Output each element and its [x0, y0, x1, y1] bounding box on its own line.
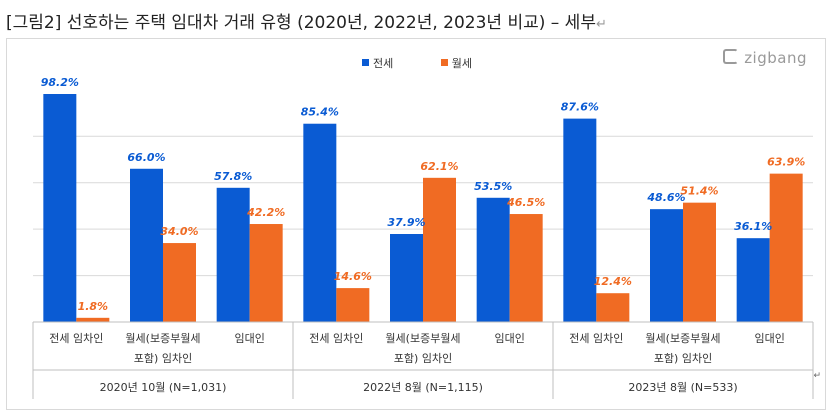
data-label-wolse: 46.5%: [506, 196, 545, 209]
category-label: 임대인: [754, 332, 784, 345]
bar-wolse: [76, 317, 110, 322]
category-label: 임대인: [494, 332, 524, 345]
bar-wolse: [423, 177, 456, 322]
group-label: 2020년 10월 (N=1,031): [100, 381, 227, 394]
legend-label-jeonse: 전세: [373, 57, 394, 70]
logo-text: zigbang: [744, 49, 807, 67]
zigbang-logo: zigbang: [723, 49, 807, 67]
data-label-jeonse: 48.6%: [646, 191, 685, 204]
bar-wolse: [336, 288, 370, 322]
legend-item-wolse: 월세: [440, 55, 472, 71]
category-label: 임대인: [234, 332, 264, 345]
category-label: 포함) 임차인: [134, 352, 192, 365]
data-label-wolse: 63.9%: [767, 156, 805, 169]
data-label-jeonse: 57.8%: [214, 170, 252, 183]
bar-jeonse: [390, 234, 423, 322]
bar-jeonse: [130, 168, 163, 322]
document-title-text: [그림2] 선호하는 주택 임대차 거래 유형 (2020년, 2022년, 2…: [6, 13, 596, 33]
side-mark: ↵: [813, 371, 821, 381]
group-label: 2023년 8월 (N=533): [628, 381, 737, 394]
data-label-wolse: 51.4%: [680, 185, 718, 198]
chart-legend: 전세 월세: [362, 55, 516, 71]
category-label: 월세(보증부월세: [385, 332, 460, 345]
bar-wolse: [163, 243, 196, 322]
legend-label-wolse: 월세: [451, 57, 472, 70]
category-label: 전세 임차인: [569, 332, 623, 345]
bar-jeonse: [43, 94, 77, 322]
bar-wolse: [596, 293, 630, 322]
document-title: [그림2] 선호하는 주택 임대차 거래 유형 (2020년, 2022년, 2…: [6, 8, 607, 33]
bar-jeonse: [476, 197, 510, 322]
data-label-jeonse: 53.5%: [474, 180, 512, 193]
group-label: 2022년 8월 (N=1,115): [363, 381, 483, 394]
bar-jeonse: [650, 209, 683, 322]
data-label-jeonse: 85.4%: [301, 106, 339, 119]
data-label-wolse: 14.6%: [334, 270, 372, 283]
category-label: 포함) 임차인: [654, 352, 712, 365]
bar-jeonse: [736, 238, 770, 322]
data-label-wolse: 62.1%: [420, 160, 458, 173]
data-label-jeonse: 87.6%: [561, 101, 599, 114]
chart-frame: 전세 월세 zigbang 98.2% 1.8% 전세 임차인 66.0% 34.0% 월…: [6, 38, 826, 410]
bar-wolse: [769, 173, 803, 322]
category-label: 포함) 임차인: [394, 352, 452, 365]
bar-jeonse: [563, 118, 597, 323]
bar-wolse: [249, 224, 283, 322]
legend-swatch-jeonse: [362, 59, 369, 66]
data-label-jeonse: 36.1%: [734, 220, 772, 233]
data-label-wolse: 42.2%: [246, 206, 285, 219]
data-label-wolse: 1.8%: [78, 300, 109, 313]
data-label-jeonse: 66.0%: [127, 151, 165, 164]
bar-wolse: [683, 202, 716, 322]
category-label: 월세(보증부월세: [645, 332, 720, 345]
legend-swatch-wolse: [440, 59, 448, 66]
bar-wolse: [509, 214, 543, 322]
category-label: 전세 임차인: [49, 332, 103, 345]
data-label-wolse: 34.0%: [160, 225, 198, 238]
zigbang-logo-icon: [723, 49, 739, 64]
bar-jeonse: [303, 123, 337, 323]
data-label-jeonse: 98.2%: [41, 76, 79, 89]
paragraph-mark-icon: ↵: [595, 17, 607, 32]
legend-item-jeonse: 전세: [362, 55, 393, 71]
category-label: 전세 임차인: [309, 332, 363, 345]
data-label-jeonse: 37.9%: [387, 216, 425, 229]
data-label-wolse: 12.4%: [594, 275, 632, 288]
bar-jeonse: [216, 187, 250, 322]
category-label: 월세(보증부월세: [125, 332, 200, 345]
